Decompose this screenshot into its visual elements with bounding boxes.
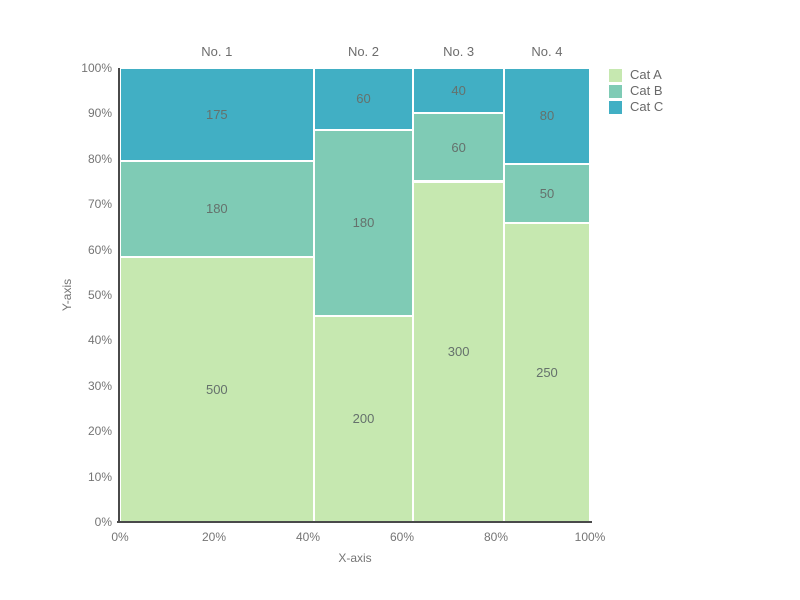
x-tick-label-40: 40%: [295, 530, 321, 544]
legend-item-cat-a[interactable]: Cat A: [609, 67, 663, 83]
segment-value-label: 180: [205, 201, 228, 217]
y-axis-line: [118, 68, 120, 523]
segment-cat-a-no-1[interactable]: 500: [121, 257, 313, 521]
y-tick-label-50: 50%: [87, 288, 112, 302]
x-axis-title: X-axis: [338, 551, 372, 565]
segment-cat-c-no-1[interactable]: 175: [121, 69, 313, 160]
segment-value-label: 60: [356, 91, 371, 107]
x-tick-label-100: 100%: [574, 530, 606, 544]
y-tick-label-80: 80%: [87, 151, 112, 166]
segment-cat-a-no-3[interactable]: 300: [414, 182, 503, 521]
segment-value-label: 180: [352, 215, 375, 231]
legend-item-cat-b[interactable]: Cat B: [609, 83, 663, 99]
segment-cat-c-no-4[interactable]: 80: [504, 69, 589, 163]
x-axis-line: [117, 521, 592, 523]
y-tick-label-20: 20%: [87, 424, 112, 439]
y-tick-label-40: 40%: [87, 333, 112, 348]
segment-value-label: 200: [352, 411, 375, 427]
legend-label: Cat C: [630, 99, 664, 114]
y-axis-title: Y-axis: [60, 278, 74, 312]
segment-cat-b-no-1[interactable]: 180: [121, 161, 313, 256]
x-tick-label-60: 60%: [389, 530, 415, 544]
legend-item-cat-c[interactable]: Cat C: [609, 99, 663, 115]
segment-cat-b-no-3[interactable]: 60: [414, 114, 503, 181]
segment-cat-c-no-2[interactable]: 60: [314, 69, 413, 129]
column-header-no-2: No. 2: [347, 44, 380, 59]
y-tick-label-60: 60%: [87, 242, 112, 257]
column-header-no-4: No. 4: [531, 44, 563, 59]
plot-area: 500 180 175 200 180 60 300 60 40 250 50 80: [120, 68, 590, 522]
legend-swatch-cat-b: [609, 84, 622, 98]
y-tick-label-0: 0%: [94, 515, 112, 529]
legend: Cat A Cat B Cat C: [609, 67, 663, 115]
legend-swatch-cat-c: [609, 100, 622, 114]
segment-value-label: 250: [536, 365, 558, 381]
segment-value-label: 60: [451, 139, 466, 155]
segment-cat-a-no-2[interactable]: 200: [314, 316, 413, 521]
y-tick-label-70: 70%: [87, 197, 112, 212]
segment-value-label: 50: [539, 185, 555, 201]
segment-value-label: 80: [539, 108, 555, 124]
y-tick-label-90: 90%: [87, 106, 112, 121]
segment-cat-c-no-3[interactable]: 40: [414, 69, 503, 113]
y-tick-label-30: 30%: [87, 378, 112, 393]
y-tick-label-10: 10%: [87, 469, 112, 484]
x-tick-label-20: 20%: [201, 530, 227, 544]
legend-swatch-cat-a: [609, 68, 622, 82]
y-tick-label-100: 100%: [81, 61, 112, 75]
segment-cat-a-no-4[interactable]: 250: [504, 224, 589, 521]
legend-label: Cat A: [630, 67, 662, 82]
segment-cat-b-no-4[interactable]: 50: [504, 164, 589, 223]
x-tick-label-80: 80%: [483, 530, 509, 544]
segment-value-label: 300: [447, 344, 470, 360]
x-tick-label-0: 0%: [111, 530, 129, 544]
column-header-no-1: No. 1: [201, 44, 233, 59]
segment-cat-b-no-2[interactable]: 180: [314, 130, 413, 315]
segment-value-label: 175: [205, 106, 228, 122]
legend-label: Cat B: [630, 83, 663, 98]
segment-value-label: 500: [205, 381, 228, 397]
segment-value-label: 40: [451, 83, 466, 99]
column-header-no-3: No. 3: [443, 44, 475, 59]
